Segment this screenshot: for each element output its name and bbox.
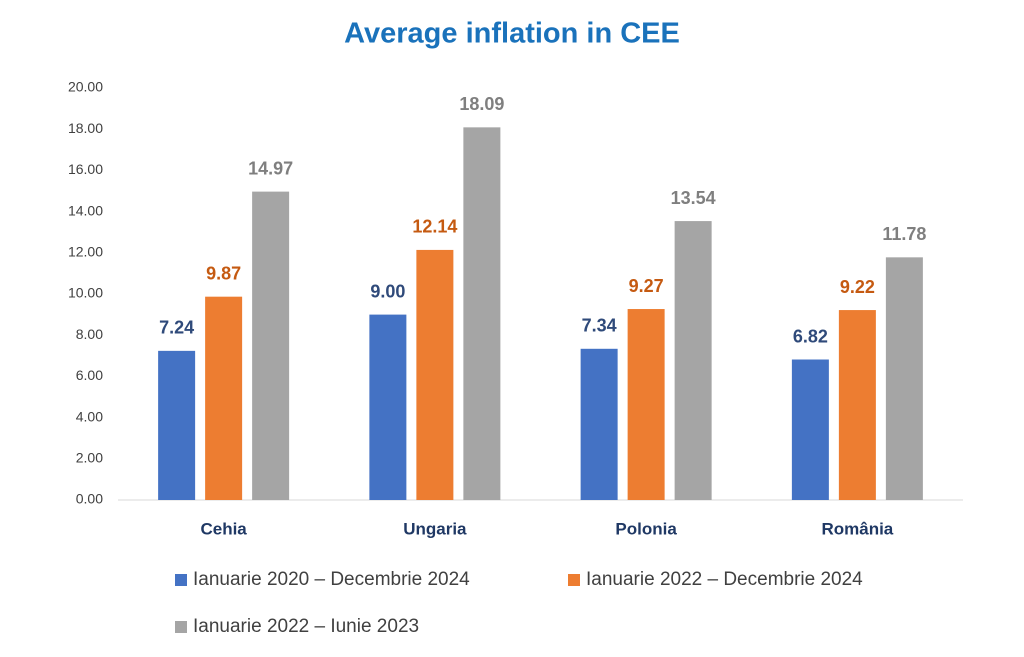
bar [838, 310, 876, 500]
y-tick-label: 0.00 [76, 491, 103, 507]
chart-title: Average inflation in CEE [344, 18, 680, 50]
x-tick-label: Polonia [615, 519, 677, 538]
legend-label: Ianuarie 2022 – Iunie 2023 [193, 616, 419, 637]
x-tick-label: Cehia [200, 519, 247, 538]
data-label: 7.34 [582, 316, 617, 336]
legend-label: Ianuarie 2020 – Decembrie 2024 [193, 569, 470, 590]
bar [791, 359, 829, 500]
y-tick-label: 8.00 [76, 326, 103, 342]
data-label: 6.82 [793, 326, 828, 346]
data-label: 12.14 [412, 217, 457, 237]
bar [463, 127, 501, 500]
y-tick-label: 16.00 [68, 161, 103, 177]
bar [252, 191, 290, 501]
data-label: 9.00 [370, 281, 405, 301]
y-tick-label: 12.00 [68, 244, 103, 260]
data-label: 14.97 [248, 158, 293, 178]
y-tick-label: 10.00 [68, 285, 103, 301]
y-tick-label: 6.00 [76, 367, 103, 383]
data-label: 9.22 [840, 277, 875, 297]
y-tick-label: 20.00 [68, 79, 103, 95]
y-tick-label: 4.00 [76, 408, 103, 424]
legend-label: Ianuarie 2022 – Decembrie 2024 [586, 569, 863, 590]
bar [627, 309, 665, 500]
bar [416, 249, 454, 500]
bar [885, 257, 923, 500]
y-tick-label: 18.00 [68, 120, 103, 136]
data-label: 13.54 [671, 188, 716, 208]
bar [158, 350, 196, 500]
data-label: 18.09 [459, 94, 504, 114]
bar [580, 348, 618, 500]
legend-swatch [568, 574, 580, 586]
y-tick-label: 14.00 [68, 202, 103, 218]
bar [674, 221, 712, 501]
bar [205, 296, 243, 500]
data-label: 9.27 [629, 276, 664, 296]
data-label: 11.78 [882, 224, 926, 244]
y-tick-label: 2.00 [76, 450, 103, 466]
x-tick-label: România [821, 519, 893, 538]
x-tick-label: Ungaria [403, 519, 467, 538]
legend-swatch [175, 574, 187, 586]
bar [369, 314, 407, 500]
data-label: 9.87 [206, 263, 241, 283]
legend-swatch [175, 621, 187, 633]
data-label: 7.24 [159, 318, 194, 338]
